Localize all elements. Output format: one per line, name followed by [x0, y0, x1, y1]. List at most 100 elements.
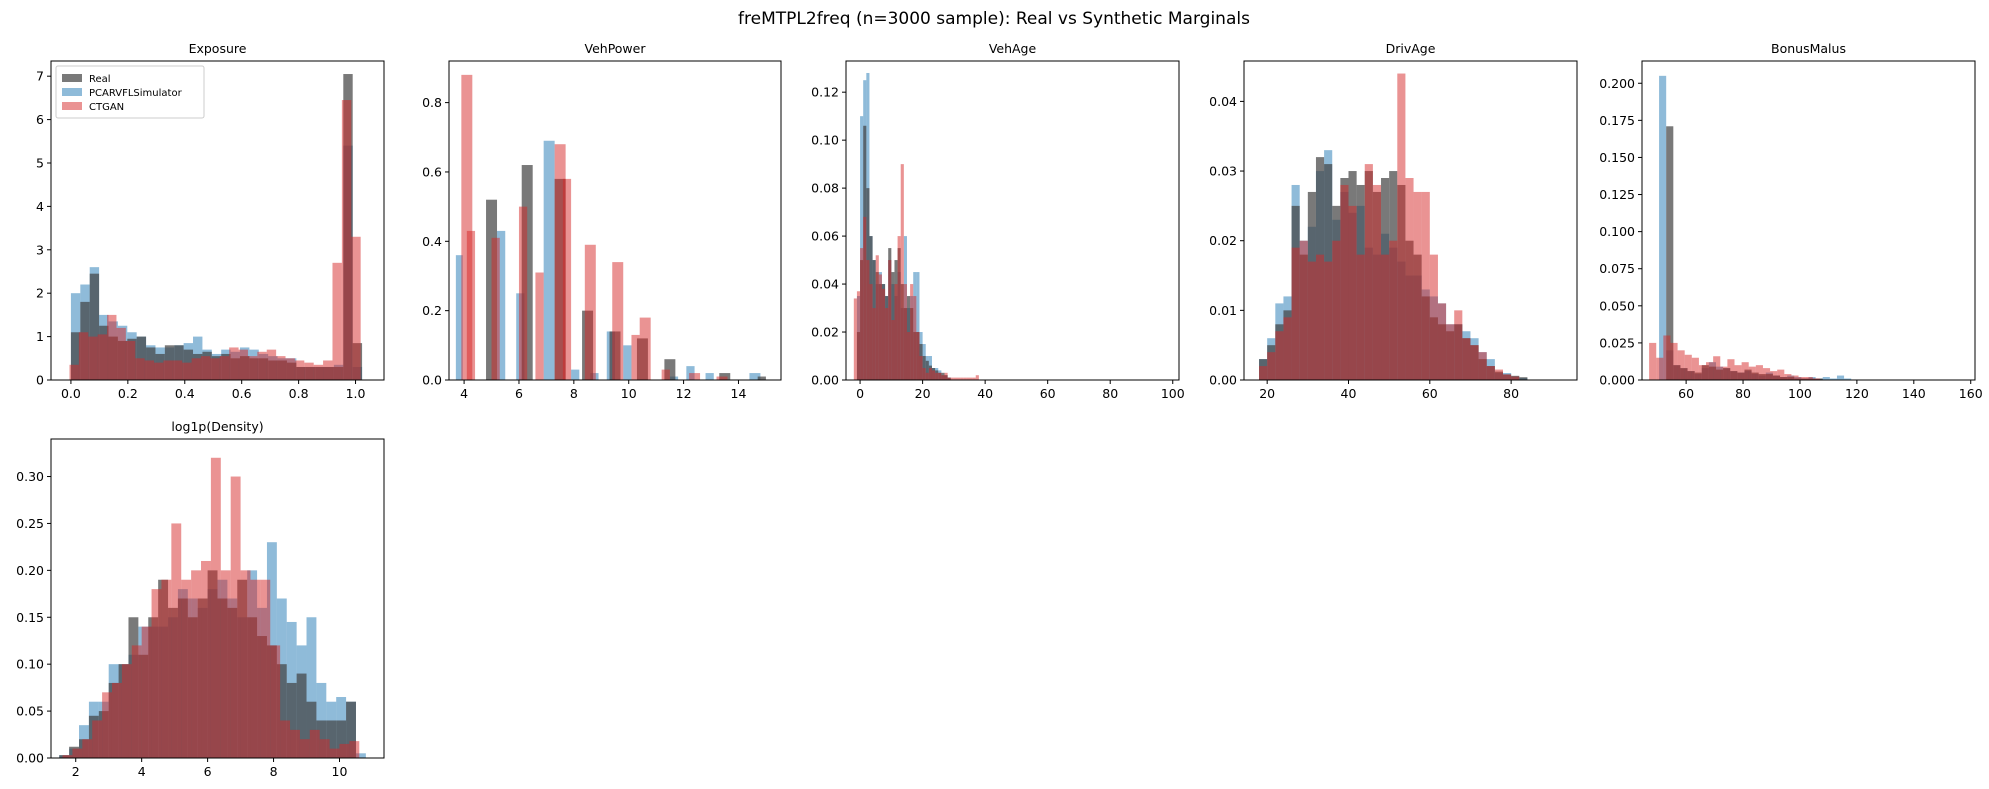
histogram-bar	[1299, 240, 1308, 380]
series-ctgan	[1259, 73, 1520, 380]
histogram-bar	[266, 349, 277, 380]
histogram-bar	[521, 165, 533, 380]
subplot-4: BonusMalus 60 80 100 120 140 160 0.000 0.025 0.05…	[1599, 41, 1983, 401]
histogram-bar	[878, 274, 882, 380]
histogram-bar	[69, 364, 79, 380]
y-tick-label: 0.125	[1599, 187, 1635, 202]
y-tick-label: 0.02	[811, 325, 839, 340]
histogram-bar	[230, 476, 241, 758]
bars	[853, 72, 979, 380]
histogram-bar	[953, 377, 957, 380]
histogram-bar	[326, 720, 337, 758]
x-tick-label: 6	[204, 764, 212, 779]
x-tick-label: 2	[72, 764, 80, 779]
axes-frame	[1641, 60, 1976, 381]
histogram-bar	[975, 375, 979, 380]
series-ctgan	[62, 457, 360, 758]
histogram-bar	[219, 356, 230, 380]
histogram-bar	[1720, 366, 1728, 380]
subplot-title: BonusMalus	[1771, 41, 1846, 56]
y-tick-label: 0.025	[1599, 335, 1635, 350]
y-tick-label: 0.0	[422, 373, 442, 388]
histogram-bar	[872, 308, 876, 380]
histogram-bar	[1486, 366, 1495, 380]
histogram-bar	[950, 377, 954, 380]
histogram-bar	[1659, 75, 1667, 380]
histogram-bar	[313, 364, 324, 380]
histogram-bar	[247, 356, 258, 380]
histogram-bar	[535, 272, 544, 380]
histogram-bar	[290, 729, 300, 758]
histogram-bar	[1684, 354, 1692, 380]
histogram-bar	[1741, 362, 1749, 380]
y-tick-label: 0	[36, 373, 44, 388]
legend-label: CTGAN	[89, 102, 124, 113]
histogram-bar	[1437, 303, 1447, 380]
histogram-bar	[1348, 205, 1357, 380]
histogram-bar	[1698, 365, 1707, 380]
histogram-bar	[1364, 164, 1373, 380]
y-tick-label: 0.10	[16, 657, 44, 672]
histogram-bar	[554, 144, 566, 380]
histogram-bar	[910, 284, 914, 380]
bars	[1649, 75, 1852, 380]
axes-frame	[448, 60, 782, 381]
histogram-bar	[1812, 378, 1820, 380]
histogram-bar	[906, 332, 911, 380]
histogram-bar	[70, 332, 81, 380]
y-tick-label: 0.12	[811, 85, 839, 100]
histogram-bar	[121, 664, 132, 758]
subplot-1: VehPower 4 6 8 10 12 14 0.0 0.2 0.4 0.6 0.8	[422, 41, 782, 401]
histogram-bar	[62, 755, 73, 758]
histogram-bar	[182, 362, 192, 380]
y-tick-label: 0.08	[811, 181, 839, 196]
histogram-bar	[257, 351, 267, 380]
histogram-bar	[323, 360, 333, 380]
y-tick-label: 3	[36, 242, 44, 257]
y-tick-label: 5	[36, 155, 44, 170]
y-tick-label: 0.25	[16, 516, 44, 531]
histogram-bar	[355, 753, 366, 758]
histogram-bar	[1663, 335, 1671, 380]
histogram-bar	[941, 375, 945, 380]
histogram-bar	[154, 362, 164, 380]
legend-swatch	[62, 88, 82, 96]
y-tick-label: 0.150	[1599, 150, 1635, 165]
y-tick-label: 0.075	[1599, 261, 1635, 276]
legend: Real PCARVFLSimulator CTGAN	[55, 65, 205, 119]
y-tick-label: 0.2	[422, 303, 442, 318]
histogram-bar	[210, 457, 221, 758]
y-tick-label: 0.6	[422, 164, 442, 179]
histogram-bar	[191, 570, 202, 758]
y-tick-label: 0.15	[16, 610, 44, 625]
x-tick-label: 4	[460, 386, 468, 401]
histogram-bar	[306, 617, 317, 758]
histogram-bar	[612, 262, 624, 380]
x-tick-label: 160	[1959, 386, 1983, 401]
histogram-bar	[1324, 261, 1333, 380]
series-ctgan	[853, 164, 979, 380]
histogram-bar	[1315, 254, 1325, 380]
histogram-bar	[1372, 184, 1382, 380]
subplot-title: DrivAge	[1386, 41, 1436, 56]
histogram-bar	[1462, 338, 1471, 380]
histogram-bar	[881, 288, 886, 380]
histogram-bar	[349, 741, 360, 758]
histogram-bar	[1791, 375, 1799, 380]
histogram-bar	[455, 255, 463, 380]
subplot-0: Exposure 0.0 0.2 0.4 0.6 0.8 1.0 0 1 2 3 4 5 6 7 Real PC…	[36, 41, 385, 401]
axes-frame	[50, 438, 385, 759]
histogram-bar	[1503, 374, 1512, 380]
histogram-bar	[1822, 377, 1830, 380]
x-tick-label: 100	[1788, 386, 1812, 401]
y-tick-label: 0.050	[1599, 298, 1635, 313]
histogram-bar	[171, 523, 182, 758]
histogram-bar	[329, 748, 340, 758]
legend-label: Real	[89, 74, 111, 85]
histogram-bar	[296, 673, 307, 758]
histogram-bar	[107, 314, 117, 380]
histogram-bar	[1784, 374, 1792, 380]
histogram-bar	[260, 579, 271, 758]
x-tick-label: 0.2	[118, 386, 138, 401]
histogram-bar	[299, 739, 310, 758]
